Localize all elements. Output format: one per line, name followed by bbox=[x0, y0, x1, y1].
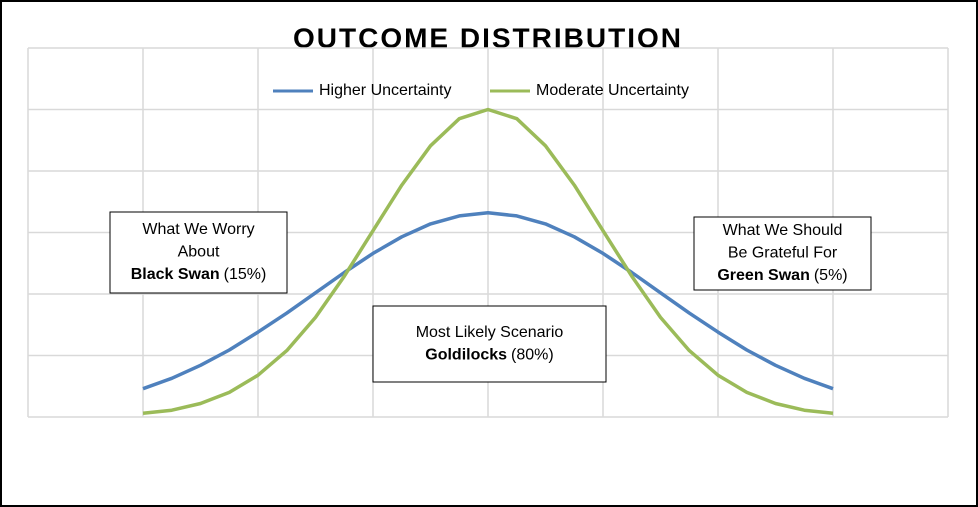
line-series bbox=[142, 211, 834, 391]
annotation-share: (80%) bbox=[511, 346, 554, 363]
annotation-bold: Goldilocks bbox=[425, 346, 507, 363]
annotation-box bbox=[109, 211, 288, 294]
annotation-text: Most Likely Scenario bbox=[416, 324, 564, 341]
annotation-text: Be Grateful For bbox=[728, 245, 838, 262]
legend-label: Higher Uncertainty bbox=[319, 82, 452, 99]
annotation-highlight: Goldilocks (80%) bbox=[425, 346, 553, 363]
annotation-text: What We Should bbox=[723, 222, 843, 239]
annotation-box bbox=[372, 305, 607, 383]
annotation-highlight: Black Swan (15%) bbox=[131, 266, 267, 283]
legend-label: Moderate Uncertainty bbox=[536, 82, 689, 99]
annotation-bold: Black Swan bbox=[131, 266, 220, 283]
annotation-share: (5%) bbox=[814, 267, 848, 284]
annotation-text: What We Worry bbox=[142, 221, 254, 238]
annotation-bold: Green Swan bbox=[717, 267, 809, 284]
annotation-box bbox=[693, 216, 872, 291]
annotation-text: About bbox=[178, 244, 220, 261]
annotation-share: (15%) bbox=[224, 266, 267, 283]
line-series bbox=[142, 107, 834, 416]
annotation-highlight: Green Swan (5%) bbox=[717, 267, 847, 284]
